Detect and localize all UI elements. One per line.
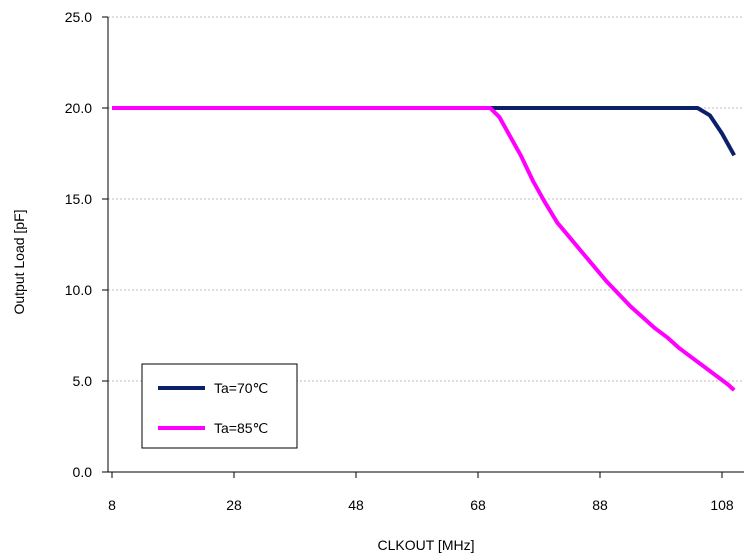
x-tick-label: 68 [470, 497, 486, 513]
axes [102, 16, 744, 478]
y-tick-label: 10.0 [65, 282, 92, 298]
x-tick-label: 8 [108, 497, 116, 513]
x-tick-label: 28 [226, 497, 242, 513]
y-tick-label: 15.0 [65, 191, 92, 207]
x-tick-label: 48 [348, 497, 364, 513]
y-tick-label: 0.0 [73, 464, 93, 480]
legend-label-ta70: Ta=70℃ [214, 380, 268, 396]
y-tick-label: 5.0 [73, 373, 93, 389]
grid [108, 16, 744, 382]
series-line-ta85 [112, 106, 736, 392]
y-tick-label: 20.0 [65, 100, 92, 116]
x-axis-title: CLKOUT [MHz] [378, 537, 475, 553]
series-lines [112, 106, 736, 392]
legend: Ta=70℃ Ta=85℃ [141, 363, 298, 449]
x-tick-label: 108 [710, 497, 734, 513]
tick-labels: 0.0 5.0 10.0 15.0 20.0 25.0 8 28 48 68 88 108 [65, 9, 734, 513]
legend-label-ta85: Ta=85℃ [214, 420, 268, 436]
series-line-ta70 [112, 106, 736, 157]
x-tick-label: 88 [592, 497, 608, 513]
y-axis-title: Output Load [pF] [11, 209, 27, 314]
y-tick-label: 25.0 [65, 9, 92, 25]
legend-box [141, 363, 298, 449]
